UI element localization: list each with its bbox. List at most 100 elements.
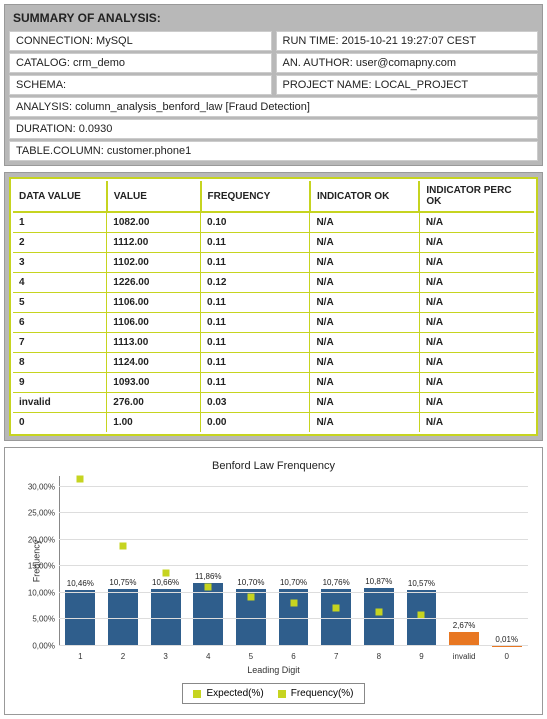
grid-line <box>59 486 528 487</box>
chart-panel: Benford Law Frenquency Frequency 10,46%1… <box>4 447 543 715</box>
table-cell: N/A <box>419 353 534 373</box>
table-cell: N/A <box>310 413 419 433</box>
table-cell: 0.03 <box>201 393 310 413</box>
meta-cell: DURATION: 0.0930 <box>9 119 538 139</box>
table-row: 91093.000.11N/AN/A <box>13 373 534 393</box>
expected-marker <box>162 569 169 576</box>
bar-slot: 2,67% <box>443 476 486 646</box>
x-tick-label: 6 <box>272 650 315 661</box>
y-tick-label: 20,00% <box>28 535 55 544</box>
y-tick-label: 30,00% <box>28 482 55 491</box>
table-cell: 0.11 <box>201 293 310 313</box>
table-cell: N/A <box>419 253 534 273</box>
expected-marker <box>418 611 425 618</box>
bar-slot: 10,70% <box>230 476 273 646</box>
table-body: 11082.000.10N/AN/A21112.000.11N/AN/A3110… <box>13 212 534 432</box>
table-cell: 0 <box>13 413 107 433</box>
table-cell: 0.12 <box>201 273 310 293</box>
table-cell: 9 <box>13 373 107 393</box>
x-axis: 123456789invalid0 <box>59 650 528 661</box>
table-row: 61106.000.11N/AN/A <box>13 313 534 333</box>
summary-panel: SUMMARY OF ANALYSIS: CONNECTION: MySQLRU… <box>4 4 543 166</box>
table-cell: 1102.00 <box>107 253 201 273</box>
table-header-cell: INDICATOR OK <box>310 181 419 212</box>
bar-slot: 10,87% <box>357 476 400 646</box>
table-cell: 1106.00 <box>107 313 201 333</box>
bar-value-label: 10,76% <box>323 578 350 587</box>
table-cell: N/A <box>419 273 534 293</box>
legend-item: Frequency(%) <box>278 688 354 699</box>
bar-value-label: 2,67% <box>453 621 476 630</box>
chart-bar: 10,75% <box>108 589 138 646</box>
x-tick-label: 7 <box>315 650 358 661</box>
table-cell: 2 <box>13 233 107 253</box>
table-cell: 6 <box>13 313 107 333</box>
table-cell: 276.00 <box>107 393 201 413</box>
table-header-cell: DATA VALUE <box>13 181 107 212</box>
meta-cell: RUN TIME: 2015-10-21 19:27:07 CEST <box>276 31 539 51</box>
table-cell: 0.11 <box>201 253 310 273</box>
summary-meta-grid: CONNECTION: MySQLRUN TIME: 2015-10-21 19… <box>9 31 538 161</box>
bar-slot: 10,70% <box>272 476 315 646</box>
y-tick-label: 5,00% <box>32 615 55 624</box>
x-tick-label: 2 <box>102 650 145 661</box>
x-tick-label: 8 <box>357 650 400 661</box>
x-tick-label: 9 <box>400 650 443 661</box>
table-cell: 1113.00 <box>107 333 201 353</box>
table-row: 81124.000.11N/AN/A <box>13 353 534 373</box>
table-cell: 5 <box>13 293 107 313</box>
table-cell: 1106.00 <box>107 293 201 313</box>
bar-value-label: 10,46% <box>67 579 94 588</box>
chart-bars: 10,46%10,75%10,66%11,86%10,70%10,70%10,7… <box>59 476 528 646</box>
table-row: 71113.000.11N/AN/A <box>13 333 534 353</box>
chart-title: Benford Law Frenquency <box>11 454 536 476</box>
x-tick-label: 4 <box>187 650 230 661</box>
table-cell: 8 <box>13 353 107 373</box>
meta-cell: TABLE.COLUMN: customer.phone1 <box>9 141 538 161</box>
y-tick-label: 25,00% <box>28 509 55 518</box>
table-cell: N/A <box>310 313 419 333</box>
summary-title: SUMMARY OF ANALYSIS: <box>9 9 538 31</box>
bar-slot: 0,01% <box>485 476 528 646</box>
chart-plot: 10,46%10,75%10,66%11,86%10,70%10,70%10,7… <box>59 476 528 646</box>
data-table-wrap: DATA VALUEVALUEFREQUENCYINDICATOR OKINDI… <box>9 177 538 436</box>
y-tick-label: 0,00% <box>32 642 55 651</box>
legend-label: Expected(%) <box>206 688 263 699</box>
table-row: 21112.000.11N/AN/A <box>13 233 534 253</box>
table-cell: 3 <box>13 253 107 273</box>
table-cell: invalid <box>13 393 107 413</box>
table-cell: N/A <box>310 393 419 413</box>
table-cell: N/A <box>419 233 534 253</box>
table-cell: 1 <box>13 212 107 233</box>
table-cell: N/A <box>419 373 534 393</box>
table-row: 41226.000.12N/AN/A <box>13 273 534 293</box>
bar-value-label: 0,01% <box>495 635 518 644</box>
table-cell: 1226.00 <box>107 273 201 293</box>
grid-line <box>59 618 528 619</box>
expected-marker <box>205 584 212 591</box>
bar-value-label: 10,66% <box>152 578 179 587</box>
grid-line <box>59 645 528 646</box>
table-cell: N/A <box>310 373 419 393</box>
bar-slot: 10,66% <box>144 476 187 646</box>
chart-bar: 10,76% <box>321 589 351 646</box>
grid-line <box>59 592 528 593</box>
meta-cell: SCHEMA: <box>9 75 272 95</box>
table-cell: N/A <box>310 253 419 273</box>
expected-marker <box>333 605 340 612</box>
table-row: 31102.000.11N/AN/A <box>13 253 534 273</box>
expected-marker <box>290 600 297 607</box>
table-cell: 7 <box>13 333 107 353</box>
x-tick-label: 5 <box>230 650 273 661</box>
table-cell: 0.11 <box>201 373 310 393</box>
grid-line <box>59 565 528 566</box>
bar-value-label: 11,86% <box>195 572 222 581</box>
grid-line <box>59 539 528 540</box>
table-cell: 0.00 <box>201 413 310 433</box>
expected-marker <box>375 608 382 615</box>
table-cell: N/A <box>419 293 534 313</box>
meta-cell: CONNECTION: MySQL <box>9 31 272 51</box>
meta-cell: AN. AUTHOR: user@comapny.com <box>276 53 539 73</box>
chart-bar: 10,87% <box>364 588 394 646</box>
table-row: 51106.000.11N/AN/A <box>13 293 534 313</box>
